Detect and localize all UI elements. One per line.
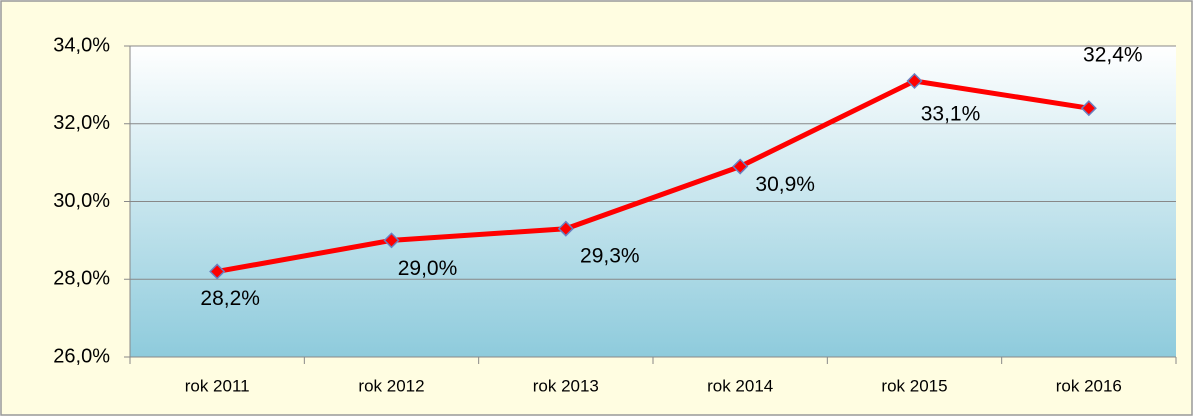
data-point [383,232,400,249]
x-tick-label: rok 2016 [1056,376,1122,395]
x-tick-label: rok 2011 [185,376,250,395]
y-tick-label: 34,0% [53,34,110,56]
y-tick-label: 26,0% [53,345,110,367]
x-tick-label: rok 2015 [881,376,947,395]
data-label: 30,9% [755,173,815,196]
x-tick-label: rok 2014 [707,376,773,395]
y-tick-label: 30,0% [53,190,110,212]
data-point [557,220,574,237]
data-label: 29,3% [580,244,640,267]
y-tick-label: 28,0% [53,268,110,290]
data-label: 28,2% [200,287,260,310]
data-label: 29,0% [398,257,458,280]
x-tick-label: rok 2012 [358,376,424,395]
data-point [732,158,749,175]
data-label: 32,4% [1083,44,1143,67]
data-point [1080,100,1097,117]
series-line [216,78,1090,274]
y-tick-label: 32,0% [53,112,110,134]
data-label: 33,1% [921,103,981,126]
x-tick-label: rok 2013 [533,376,599,395]
data-point [209,263,226,280]
data-point [906,72,923,90]
